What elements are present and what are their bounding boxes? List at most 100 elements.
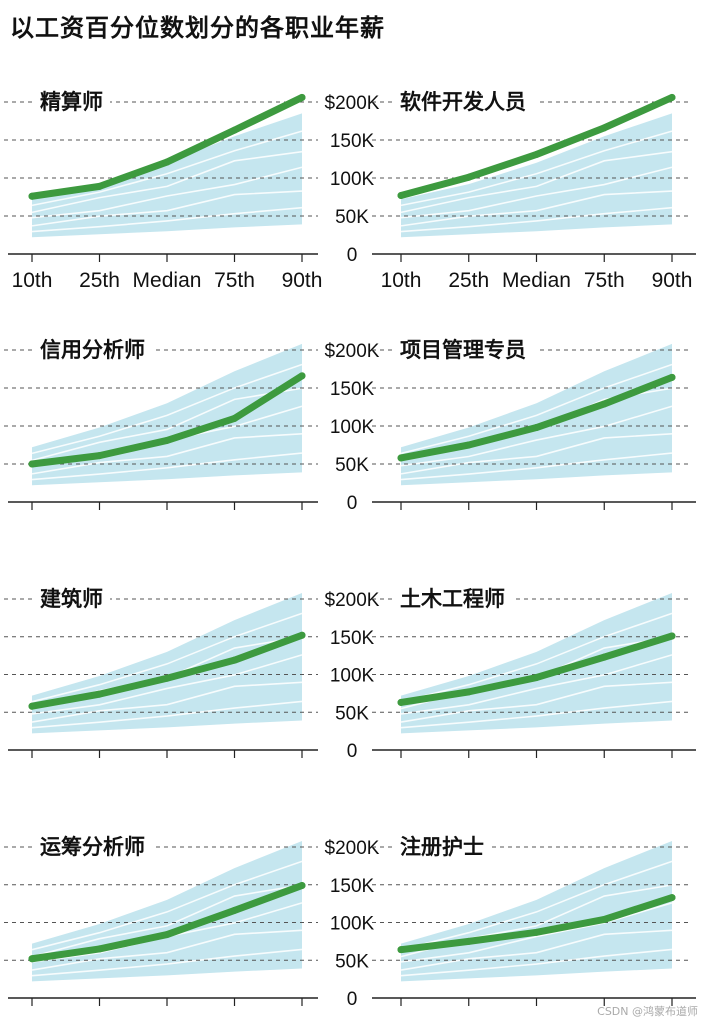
chart-panel-4: $200K 150K 100K 50K 0 建筑师 [4,585,380,762]
y-tick-label: 0 [347,245,358,266]
data-point [668,93,676,101]
x-tick-label: 90th [282,269,323,292]
data-point [397,946,405,954]
data-point [298,631,306,639]
panel-title-bg [32,833,154,861]
data-point [465,937,473,945]
data-point [96,945,103,953]
data-point [298,372,306,380]
page-title: 以工资百分位数划分的各职业年薪 [10,14,385,42]
panel-title: 精算师 [40,90,103,114]
background-occupation-line [400,860,673,951]
x-tick-label: 75th [214,269,255,292]
panel-title: 软件开发人员 [400,90,526,114]
x-tick-label: 10th [12,269,53,292]
data-point [163,674,171,682]
x-tick-label: 25th [79,269,120,292]
y-tick-label: 50K [335,703,369,724]
background-occupation-line [31,130,303,207]
panel-title: 信用分析师 [40,338,145,362]
data-point [28,460,36,468]
data-point [533,424,540,432]
data-point [163,158,171,166]
data-point [600,653,608,661]
background-occupation-line [31,190,303,227]
background-occupation-line [400,206,673,233]
panel-title-bg [392,88,536,116]
data-point [163,436,171,444]
y-tick-label: 50K [335,951,369,972]
data-point [231,126,238,134]
background-occupation-line [400,452,673,481]
y-tick-label: 0 [347,741,358,762]
chart-panel-7: 注册护士 [372,833,696,1006]
data-point [96,452,103,460]
x-tick-label: Median [133,269,202,292]
data-point [231,656,238,664]
panel-title: 建筑师 [40,587,103,611]
data-point [600,124,608,132]
background-occupation-line [31,700,303,729]
data-point [465,688,473,696]
percentile-band [32,113,302,238]
data-point [96,690,103,698]
data-point [298,93,306,101]
data-point [533,928,540,936]
y-tick-label: $200K [325,93,380,114]
chart-panel-2: $200K 150K 100K 50K 0 信用分析师 [4,336,380,514]
data-point [668,373,676,381]
y-tick-label: $200K [325,590,380,611]
background-occupation-line [400,405,673,467]
background-occupation-line [400,948,673,977]
background-occupation-line [31,929,303,971]
y-tick-label: 50K [335,455,369,476]
data-point [231,414,238,422]
panel-title-bg [32,88,110,116]
background-occupation-line [31,612,303,703]
data-point [397,191,405,199]
y-tick-label: 100K [330,914,375,935]
y-tick-label: 50K [335,207,369,228]
panel-title: 项目管理专员 [400,338,526,362]
background-occupation-line [400,929,673,971]
chart-panel-1: 10th 25th Median 75th 90th 软件开发人员 [372,88,696,292]
y-tick-label: 150K [330,131,375,152]
panel-title: 土木工程师 [400,587,505,611]
background-occupation-line [400,902,673,963]
background-occupation-line [31,860,303,951]
panel-title-bg [32,336,154,364]
data-point [600,915,608,923]
data-point [397,698,405,706]
panel-title: 注册护士 [400,835,484,859]
y-tick-label: 150K [330,628,375,649]
y-tick-label: $200K [325,341,380,362]
data-point [231,906,238,914]
panel-title-bg [392,585,514,613]
background-occupation-line [400,150,673,214]
data-point [28,955,36,963]
x-tick-label: Median [502,269,571,292]
background-occupation-line [31,166,303,219]
data-point [465,173,473,181]
x-tick-label: 25th [448,269,489,292]
background-occupation-line [400,363,673,455]
background-occupation-line [400,612,673,703]
x-tick-label: 10th [381,269,422,292]
background-occupation-line [400,681,673,723]
y-tick-label: 100K [330,417,375,438]
background-occupation-line [400,130,673,207]
x-tick-label: 90th [652,269,693,292]
data-point [163,931,171,939]
background-occupation-line [31,206,303,233]
data-point [397,454,405,462]
background-occupation-line [31,363,303,455]
y-tick-label: $200K [325,838,380,859]
watermark: CSDN @鸿蒙布道师 [597,1005,698,1018]
y-tick-label: 0 [347,989,358,1010]
data-point [298,882,306,890]
percentile-band [401,113,672,238]
data-point [533,674,540,682]
background-occupation-line [31,681,303,723]
data-point [668,632,676,640]
